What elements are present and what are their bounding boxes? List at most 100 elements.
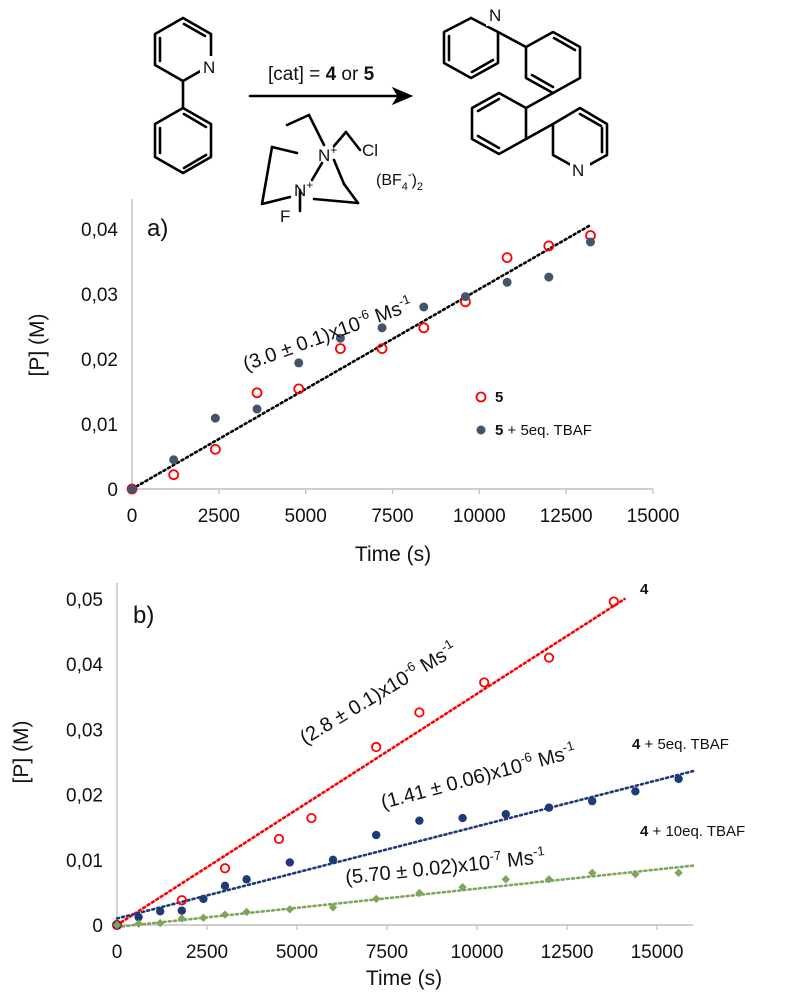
panel-b-series-2-point — [458, 882, 467, 892]
panel-a-series-1-point — [460, 292, 470, 302]
chart-panel-b: 0 2500 5000 7500 10000 12500 15000 0 0,01 0,02 0,0… — [10, 581, 745, 990]
panel-b-series-0-point — [479, 677, 490, 688]
panel-b-series-0-point — [306, 812, 317, 824]
panel-b-series-0-point — [273, 833, 285, 845]
panel-b-series-2-point — [285, 905, 294, 914]
panel-b-trendlines — [115, 597, 695, 929]
panel-b-series-1-point — [242, 875, 251, 884]
panel-b-trendline-1 — [115, 769, 695, 920]
panel-b-series-2-point — [112, 920, 122, 930]
panel-a-series-0-point — [376, 343, 388, 355]
panel-b-series-2-point — [674, 868, 683, 878]
product-pyridine-bottom — [551, 106, 609, 172]
panel-b-series-0-point — [414, 707, 425, 718]
panel-a-series-0-point — [334, 343, 346, 355]
panel-a-label: a) — [147, 215, 168, 242]
panel-a-rate-annotation: (3.0 ± 0.1)x10-6 Ms-1 — [239, 291, 415, 376]
product-n-atom-top: N — [489, 6, 501, 25]
panel-a-trendlines — [130, 223, 592, 491]
panel-a-x-tick-label: 15000 — [627, 506, 680, 527]
reagent-cage: N+ N+ Cl F (BF4-)2 — [260, 113, 423, 226]
legend-label-5-tbaf: 5 + 5eq. TBAF — [495, 422, 592, 439]
panel-a-x-tick-label: 5000 — [285, 506, 327, 527]
panel-a-x-axis-title: Time (s) — [355, 543, 431, 566]
series-label-4-10eq-tbaf: 4 + 10eq. TBAF — [640, 823, 745, 840]
panel-b-trendline-0 — [115, 597, 626, 927]
panel-a-series-0-point — [251, 387, 263, 399]
panel-b-series-2-point — [544, 875, 554, 884]
panel-b-series-2-point — [242, 907, 251, 917]
panel-b-series-1-point — [134, 912, 143, 922]
panel-a-series-0-point — [168, 469, 180, 481]
panel-b-series-1-point — [458, 813, 467, 823]
panel-b-series-1-point — [544, 803, 554, 812]
reagent-f-atom: F — [280, 207, 290, 226]
panel-b-x-tick-label: 2500 — [186, 942, 228, 963]
panel-b-series-1-point — [501, 809, 510, 819]
product-aryl-bottom — [470, 91, 528, 156]
panel-b-x-tick-label: 10000 — [451, 942, 504, 963]
panel-b-series-1-point — [199, 894, 208, 904]
catalyst-label: [cat] = 4 or 5 — [268, 64, 375, 85]
panel-a-series-1-point — [502, 277, 512, 287]
product-pyridine-top — [442, 16, 500, 80]
panel-a-series-1-point — [335, 333, 345, 343]
panel-b-x-tick-label: 7500 — [366, 942, 408, 963]
panel-a-series-0-point — [418, 322, 430, 334]
panel-b-series-2-point — [415, 888, 424, 898]
panel-a-y-tick-label: 0,01 — [81, 415, 118, 436]
product-n-atom-bottom: N — [572, 161, 584, 180]
panel-b-rate-annotation-4-5eq: (1.41 ± 0.06)x10-6 Ms-1 — [378, 738, 578, 814]
panel-a-series-1-point — [419, 302, 429, 312]
panel-a-series-0-point — [209, 443, 221, 455]
panel-b-series-2-point — [156, 918, 165, 928]
panel-b-series-1-point — [631, 787, 640, 796]
panel-b-series-1-point — [588, 796, 597, 806]
panel-b-y-tick-label: 0,01 — [66, 851, 103, 872]
panel-b-x-tick-label: 5000 — [276, 942, 318, 963]
panel-b-label: b) — [133, 602, 154, 629]
panel-a-x-tick-label: 0 — [127, 506, 138, 527]
panel-b-series-2-point — [220, 910, 230, 919]
panel-b-series-0-point — [219, 863, 231, 874]
panel-b-series-2-point — [328, 903, 338, 912]
product-biaryl: N N — [442, 6, 609, 180]
panel-a-trendline-0 — [130, 223, 592, 491]
chart-panel-a: 0 2500 5000 7500 10000 12500 15000 0 0,01 0,02 0,0… — [26, 199, 679, 566]
panel-b-series-2-point — [372, 894, 381, 904]
panel-b-series-0-point — [608, 596, 619, 607]
panel-b-series-1-point — [285, 858, 294, 867]
panel-a-series-1-point — [127, 484, 137, 494]
panel-b-y-tick-label: 0,03 — [66, 720, 103, 741]
panel-a-x-tick-label: 7500 — [371, 506, 413, 527]
panel-a-y-tick-label: 0 — [107, 480, 118, 501]
panel-b-y-tick-label: 0,05 — [66, 590, 103, 611]
reagent-cl-atom: Cl — [362, 141, 378, 160]
panel-b-series-2-point — [134, 919, 143, 928]
panel-a-legend: 5 5 + 5eq. TBAF — [475, 389, 592, 439]
panel-b-x-tick-label: 15000 — [631, 942, 684, 963]
panel-b-series-0-point — [176, 895, 187, 906]
panel-b-series-2-point — [177, 914, 186, 923]
panel-a-x-tick-label: 2500 — [198, 506, 240, 527]
panel-b-series-1-point — [220, 881, 230, 891]
panel-a-series-1-point — [585, 237, 595, 247]
product-aryl-top — [524, 30, 582, 95]
panel-a-data-points — [126, 230, 596, 495]
reagent-counterion: (BF4-)2 — [376, 169, 423, 193]
panel-b-series-2-point — [631, 869, 640, 879]
panel-a-y-tick-label: 0,02 — [81, 350, 118, 371]
series-label-4: 4 — [640, 581, 649, 598]
reaction-arrow-head — [391, 86, 414, 106]
panel-b-series-1-point — [156, 907, 165, 916]
panel-b-y-tick-label: 0,02 — [66, 786, 103, 807]
panel-a-ticks: 0 2500 5000 7500 10000 12500 15000 0 0,01 0,02 0,0… — [81, 220, 679, 527]
panel-a-series-1-point — [544, 272, 554, 282]
panel-b-ticks: 0 2500 5000 7500 10000 12500 15000 0 0,01 0,02 0,0… — [66, 590, 683, 963]
panel-a-series-0-point — [543, 240, 555, 252]
panel-a-series-1-point — [252, 404, 262, 414]
reactant-phenyl-ring — [153, 106, 213, 175]
panel-b-trendline-2 — [115, 864, 695, 929]
reactant-n-atom: N — [203, 58, 215, 77]
